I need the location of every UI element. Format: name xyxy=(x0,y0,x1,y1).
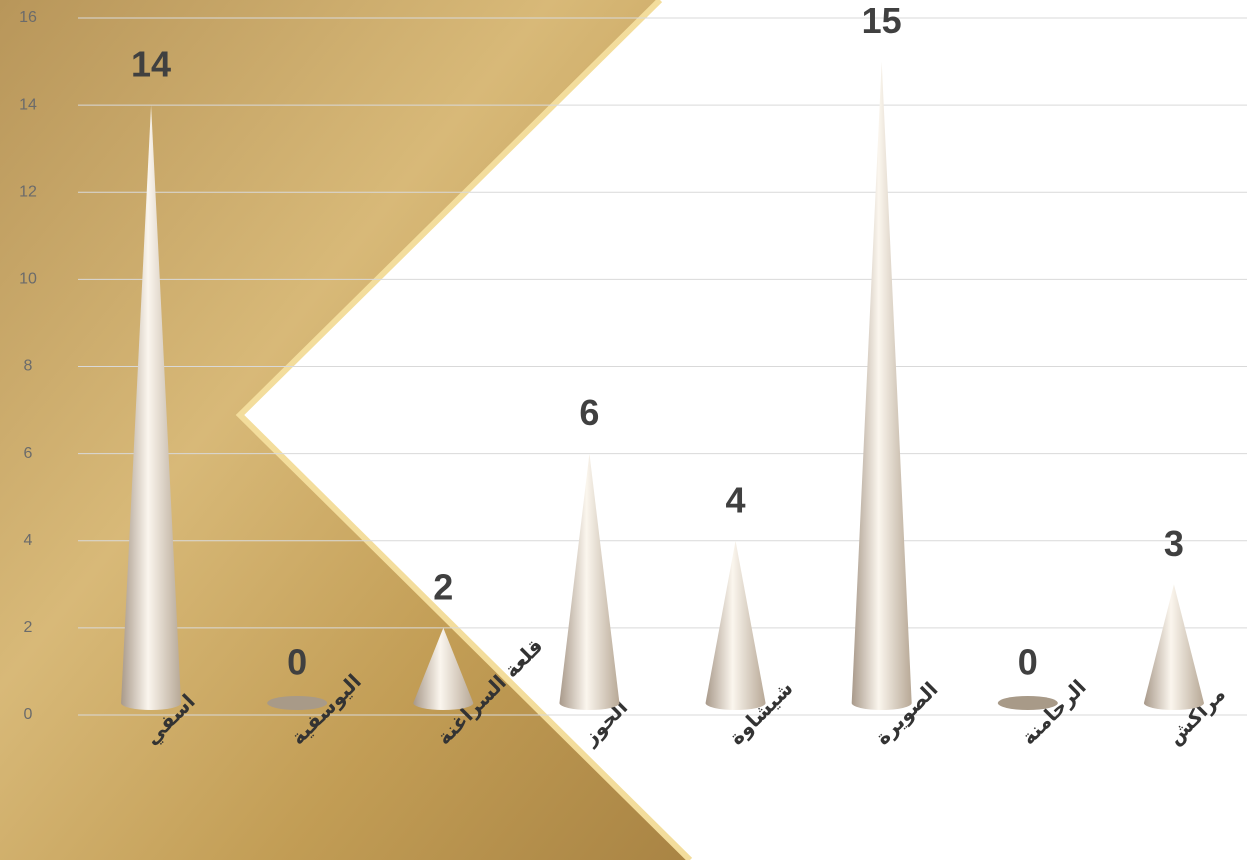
value-label: 0 xyxy=(1018,642,1038,683)
y-tick-label: 0 xyxy=(24,706,33,723)
y-tick-label: 6 xyxy=(24,445,33,462)
cone xyxy=(1143,584,1204,710)
cone xyxy=(705,540,766,710)
y-tick-label: 16 xyxy=(19,9,37,26)
y-tick-label: 8 xyxy=(24,358,33,375)
y-tick-label: 12 xyxy=(19,183,37,200)
value-label: 4 xyxy=(726,479,746,520)
y-tick-label: 4 xyxy=(24,532,33,549)
y-tick-label: 14 xyxy=(19,96,37,113)
decor-edge xyxy=(235,0,693,860)
y-tick-label: 2 xyxy=(24,619,33,636)
value-label: 15 xyxy=(862,0,902,41)
value-label: 6 xyxy=(579,392,599,433)
cone xyxy=(997,696,1058,710)
value-label: 2 xyxy=(433,566,453,607)
y-tick-label: 10 xyxy=(19,271,37,288)
value-label: 14 xyxy=(131,44,171,85)
cone xyxy=(413,627,474,710)
value-label: 3 xyxy=(1164,523,1184,564)
cone xyxy=(851,61,912,710)
cone xyxy=(121,105,182,710)
cone xyxy=(559,453,620,710)
cone xyxy=(267,696,328,710)
value-label: 0 xyxy=(287,642,307,683)
